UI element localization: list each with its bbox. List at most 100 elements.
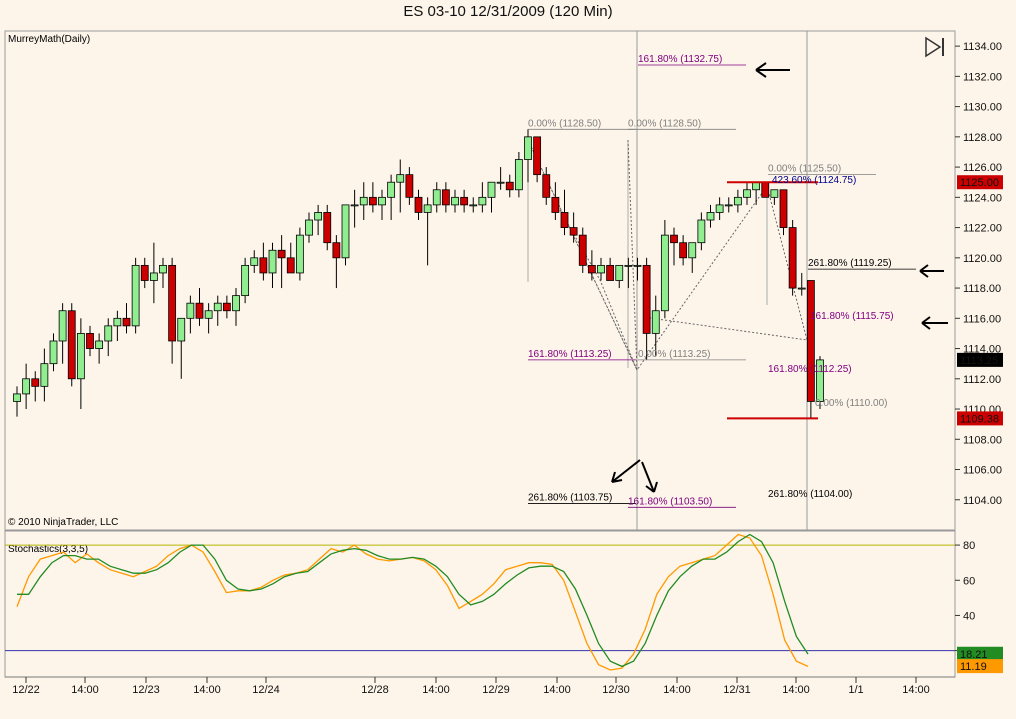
candle-body	[816, 359, 824, 402]
stoch-tick-label: 80	[963, 540, 975, 552]
candle-body	[95, 340, 104, 349]
candle-body	[222, 302, 231, 312]
fib-level-label: 161.80% (1115.75)	[810, 311, 894, 322]
time-tick-label: 14:00	[543, 684, 571, 696]
fib-level-label: 161.80% (1112.25)	[768, 364, 852, 375]
candle-body	[305, 219, 313, 236]
time-tick-label: 12/29	[482, 684, 510, 696]
candle-body	[514, 159, 523, 191]
fib-level-label: 0.00% (1113.25)	[638, 349, 710, 360]
candle-body	[168, 264, 177, 342]
time-tick-label: 12/23	[132, 684, 160, 696]
arrow-icon	[641, 461, 658, 493]
price-tick-label: 1130.00	[963, 102, 1002, 114]
fib-level-label: 0.00% (1110.00)	[815, 398, 887, 409]
stoch-tick-label: 40	[963, 610, 975, 622]
price-tick-label: 1114.00	[963, 344, 1001, 356]
time-tick-label: 12/30	[602, 684, 630, 696]
fib-level-label: 261.80% (1119.25)	[808, 258, 892, 269]
candle-body	[414, 196, 423, 213]
time-tick-label: 12/28	[361, 684, 389, 696]
price-tick-label: 1122.00	[963, 223, 1002, 235]
fib-level-label: 261.80% (1103.75)	[528, 493, 612, 504]
price-tick-label: 1108.00	[963, 434, 1002, 446]
time-tick-label: 14:00	[663, 684, 691, 696]
candle-body	[569, 227, 578, 236]
candle-body	[624, 264, 633, 267]
candle-body	[405, 174, 414, 198]
fib-level-label: 261.80% (1104.00)	[768, 489, 852, 500]
candle-body	[268, 249, 277, 274]
candle-body	[606, 264, 615, 281]
fib-level-label: 423.60% (1124.75)	[772, 175, 856, 186]
price-tick-label: 1104.00	[963, 495, 1002, 507]
price-tick-label: 1106.00	[963, 465, 1002, 477]
candle-body	[587, 264, 596, 274]
stoch-series-line	[17, 533, 809, 668]
price-indicator-label: MurreyMath(Daily)	[8, 34, 90, 45]
level-lines	[727, 181, 818, 420]
candle-body	[578, 234, 587, 266]
price-badge-bg	[957, 411, 1003, 426]
candle-body	[660, 234, 669, 312]
arrow-icon	[921, 316, 948, 330]
candle-body	[104, 325, 113, 342]
candle-body	[797, 287, 806, 290]
candle-body	[13, 393, 21, 402]
candles	[13, 129, 824, 419]
candle-body	[76, 333, 85, 380]
price-tick-label: 1118.00	[963, 283, 1001, 295]
candle-body	[140, 264, 149, 281]
candle-body	[524, 136, 532, 160]
candle-body	[743, 189, 751, 198]
candle-body	[469, 204, 478, 207]
price-badge: 1109.38	[960, 413, 999, 425]
price-tick-label: 1134.00	[963, 41, 1002, 53]
candle-body	[332, 242, 341, 259]
candle-body	[651, 310, 660, 334]
candle-body	[478, 196, 487, 206]
stoch-badge: 11.19	[960, 661, 987, 673]
candle-body	[204, 310, 213, 319]
candle-body	[432, 189, 441, 206]
candle-body	[67, 310, 76, 380]
candle-body	[49, 340, 58, 365]
candle-body	[232, 295, 240, 312]
candle-body	[177, 317, 186, 342]
candle-body	[724, 204, 733, 207]
candle-body	[40, 363, 49, 387]
candle-body	[505, 181, 514, 191]
candle-body	[186, 302, 195, 319]
candle-body	[31, 378, 40, 387]
candle-body	[633, 264, 642, 267]
candle-body	[460, 196, 469, 206]
candle-body	[706, 212, 715, 221]
fib-swing-line	[627, 139, 808, 372]
fib-level-label: 0.00% (1128.50)	[628, 118, 701, 129]
play-next-icon[interactable]	[925, 36, 944, 58]
fib-level-label: 161.80% (1103.50)	[628, 496, 712, 507]
candle-body	[58, 310, 67, 342]
candle-body	[423, 204, 432, 213]
candle-body	[131, 264, 140, 327]
candle-body	[670, 234, 678, 244]
price-tick-label: 1128.00	[963, 132, 1002, 144]
candle-body	[387, 181, 396, 198]
time-tick-label: 14:00	[782, 684, 810, 696]
candle-body	[560, 212, 569, 228]
stoch-indicator-label: Stochastics(3,3,5)	[8, 544, 88, 555]
candle-body	[241, 264, 250, 297]
candle-body	[533, 136, 542, 176]
stoch-badge-bg	[957, 659, 1003, 674]
candle-body	[396, 174, 405, 183]
stoch-tick-label: 60	[963, 575, 975, 587]
candle-body	[697, 219, 706, 244]
candle-body	[688, 242, 697, 259]
candle-body	[86, 333, 94, 349]
candle-body	[487, 181, 496, 198]
candle-body	[378, 196, 386, 206]
candle-body	[551, 196, 560, 213]
candle-body	[642, 264, 651, 334]
price-badge: 1113.25	[960, 355, 998, 367]
